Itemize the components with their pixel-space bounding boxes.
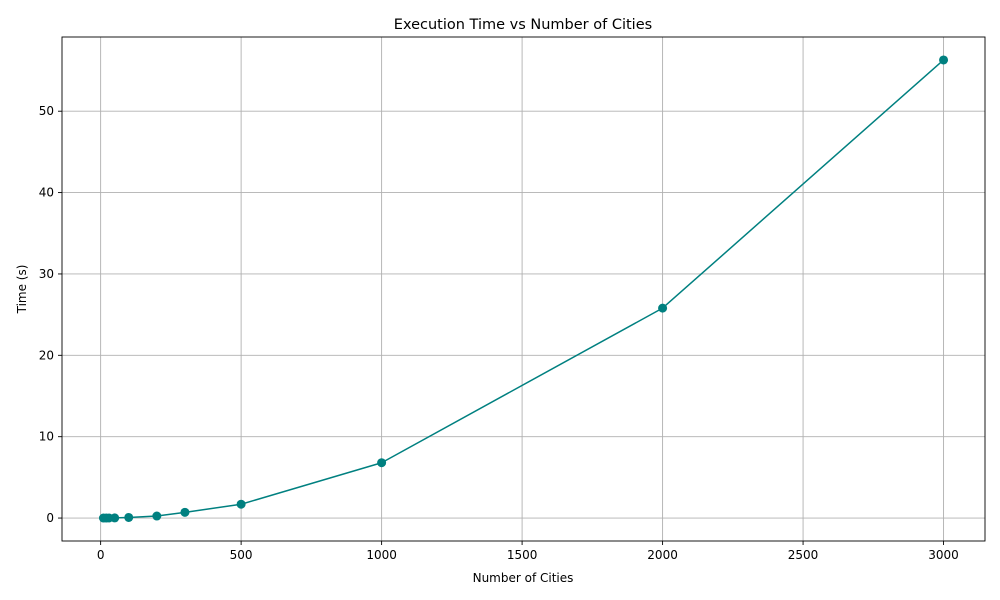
grid	[62, 37, 985, 541]
y-axis-label: Time (s)	[15, 265, 29, 315]
data-point	[236, 499, 246, 509]
y-tick-label: 20	[39, 348, 54, 362]
data-point	[110, 513, 120, 523]
x-tick-label: 3000	[928, 548, 959, 562]
data-point	[939, 55, 949, 65]
y-tick-label: 30	[39, 267, 54, 281]
y-tick-label: 40	[39, 186, 54, 200]
x-tick-label: 0	[97, 548, 105, 562]
data-points	[98, 55, 949, 523]
data-point	[377, 458, 387, 468]
y-tick-label: 0	[46, 511, 54, 525]
x-tick-label: 2000	[647, 548, 678, 562]
x-tick-label: 500	[230, 548, 253, 562]
x-tick-label: 1500	[507, 548, 538, 562]
data-point	[658, 303, 668, 313]
y-axis-ticks: 0 10 20 30 40 50	[39, 104, 62, 525]
x-axis-label: Number of Cities	[473, 571, 574, 585]
y-tick-label: 50	[39, 104, 54, 118]
x-axis-ticks: 0 500 1000 1500 2000 2500 3000	[97, 541, 959, 562]
x-tick-label: 2500	[788, 548, 819, 562]
data-point	[152, 511, 162, 521]
y-tick-label: 10	[39, 430, 54, 444]
x-tick-label: 1000	[366, 548, 397, 562]
chart-title: Execution Time vs Number of Cities	[394, 17, 652, 33]
data-point	[124, 512, 134, 522]
plot-frame	[61, 36, 986, 542]
data-point	[180, 507, 190, 517]
